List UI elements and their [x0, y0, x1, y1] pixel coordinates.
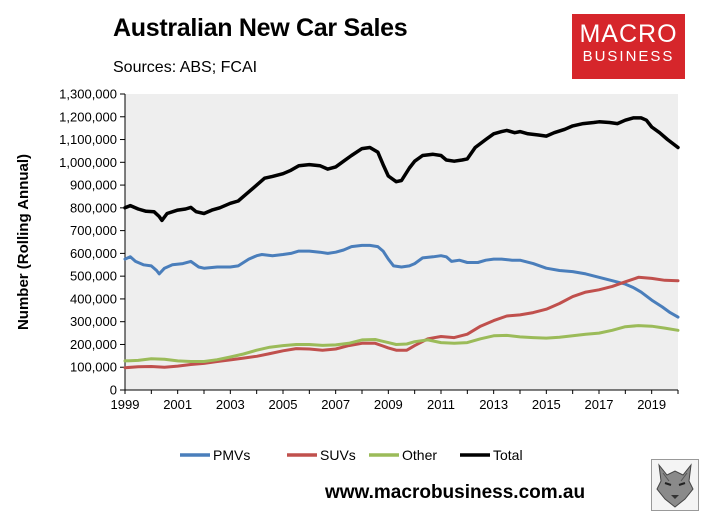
x-tick-label: 2007 — [321, 397, 350, 412]
y-tick-label: 300,000 — [70, 314, 117, 329]
chart-title: Australian New Car Sales — [113, 14, 408, 42]
y-tick-label: 1,100,000 — [59, 132, 117, 147]
y-tick-label: 600,000 — [70, 246, 117, 261]
series-line-total — [123, 116, 680, 223]
chart-subtitle: Sources: ABS; FCAI — [113, 59, 258, 76]
y-tick-label: 1,000,000 — [59, 155, 117, 170]
y-tick-label: 900,000 — [70, 178, 117, 193]
series-lines — [123, 116, 680, 370]
x-tick-label: 2017 — [585, 397, 614, 412]
legend-label-suvs: SUVs — [320, 447, 356, 463]
series-line-suvs — [123, 275, 680, 370]
y-axis-title: Number (Rolling Annual) — [15, 154, 32, 330]
x-tick-label: 2009 — [374, 397, 403, 412]
legend-label-other: Other — [402, 447, 437, 463]
x-tick-label: 2011 — [427, 397, 455, 412]
x-axis: 1999 2001 2003 2005 2007 2009 2011 2013 2015 2017… — [111, 389, 679, 412]
y-tick-label: 1,300,000 — [59, 87, 117, 102]
y-tick-label: 0 — [110, 383, 117, 398]
y-tick-label: 500,000 — [70, 269, 117, 284]
x-tick-label: 2001 — [163, 397, 192, 412]
x-tick-label: 1999 — [111, 397, 140, 412]
y-tick-label: 200,000 — [70, 337, 117, 352]
y-tick-label: 100,000 — [70, 360, 117, 375]
x-tick-label: 2005 — [269, 397, 298, 412]
legend-label-pmvs: PMVs — [213, 447, 250, 463]
y-tick-label: 400,000 — [70, 291, 117, 306]
plot-area — [125, 94, 678, 390]
x-tick-label: 2015 — [532, 397, 561, 412]
y-tick-label: 800,000 — [70, 200, 117, 215]
wolf-icon — [651, 459, 699, 511]
legend-label-total: Total — [493, 447, 523, 463]
y-tick-label: 700,000 — [70, 223, 117, 238]
x-tick-label: 2013 — [479, 397, 508, 412]
footer-url: www.macrobusiness.com.au — [325, 482, 586, 503]
x-tick-label: 2019 — [637, 397, 666, 412]
logo-line1: MACRO — [579, 20, 678, 48]
series-line-other — [123, 324, 680, 363]
y-tick-label: 1,200,000 — [59, 109, 117, 124]
series-line-pmvs — [123, 243, 680, 319]
logo-line2: BUSINESS — [582, 48, 675, 65]
x-tick-label: 2003 — [216, 397, 245, 412]
macrobusiness-logo: MACRO BUSINESS — [572, 14, 685, 79]
legend: PMVs SUVs Other Total — [180, 447, 523, 463]
y-axis: 0 100,000 200,000 300,000 400,000 500,000 600,… — [59, 87, 126, 398]
